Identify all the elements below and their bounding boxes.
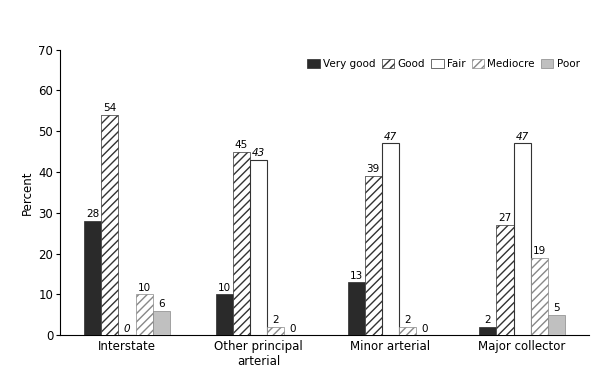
Bar — [101, 115, 118, 335]
Bar — [84, 221, 101, 335]
Text: 47: 47 — [516, 132, 529, 142]
Text: 10: 10 — [218, 283, 231, 293]
Text: 6: 6 — [158, 299, 165, 309]
Text: 54: 54 — [103, 103, 117, 113]
Text: 27: 27 — [498, 213, 511, 223]
Text: 19: 19 — [532, 246, 546, 256]
Bar — [135, 295, 153, 335]
Bar — [250, 160, 267, 335]
Bar — [531, 258, 548, 335]
Bar — [267, 327, 284, 335]
Legend: Very good, Good, Fair, Mediocre, Poor: Very good, Good, Fair, Mediocre, Poor — [303, 55, 584, 73]
Y-axis label: Percent: Percent — [21, 170, 34, 215]
Bar — [153, 311, 169, 335]
Bar — [496, 225, 514, 335]
Text: 2: 2 — [272, 315, 279, 325]
Text: 13: 13 — [350, 271, 363, 280]
Bar — [514, 143, 531, 335]
Text: 2: 2 — [404, 315, 411, 325]
Bar — [399, 327, 416, 335]
Text: 43: 43 — [252, 148, 265, 158]
Text: 0: 0 — [124, 323, 130, 334]
Bar — [347, 282, 365, 335]
Text: 10: 10 — [138, 283, 151, 293]
Bar — [216, 295, 233, 335]
Text: 28: 28 — [86, 209, 99, 219]
Bar — [382, 143, 399, 335]
Text: 5: 5 — [553, 303, 560, 313]
Text: 0: 0 — [421, 323, 428, 334]
Bar — [480, 327, 496, 335]
Text: 39: 39 — [367, 165, 380, 174]
Text: 2: 2 — [484, 315, 491, 325]
Text: 0: 0 — [290, 323, 296, 334]
Text: 45: 45 — [235, 140, 248, 150]
Bar — [548, 315, 565, 335]
Text: 47: 47 — [384, 132, 397, 142]
Bar — [233, 152, 250, 335]
Bar — [365, 176, 382, 335]
